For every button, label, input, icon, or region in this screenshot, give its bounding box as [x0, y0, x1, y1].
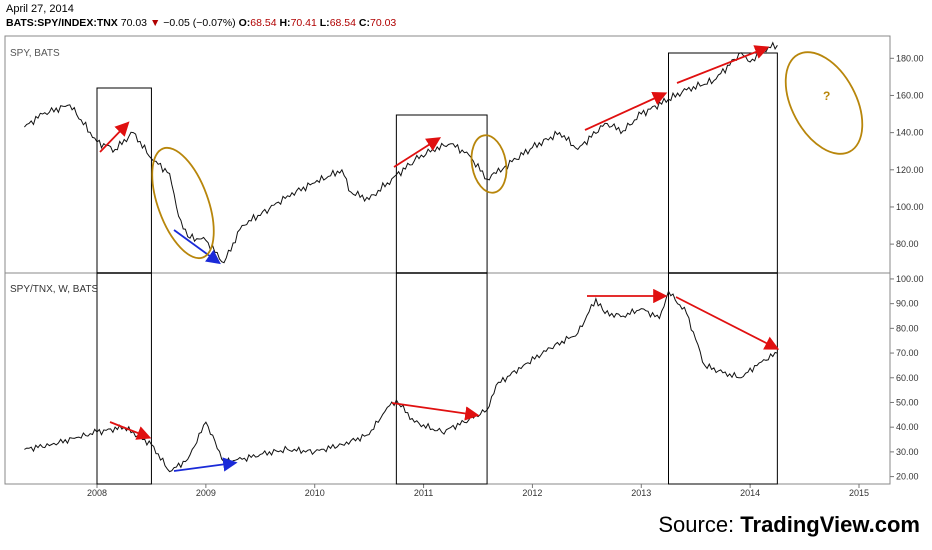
highlight-box — [668, 52, 778, 485]
chart-date: April 27, 2014 — [6, 3, 74, 15]
x-tick-label: 2012 — [522, 488, 542, 498]
source-credit: Source: TradingView.com — [658, 512, 920, 538]
price-change: −0.05 (−0.07%) — [163, 17, 236, 29]
last-price: 70.03 — [120, 17, 148, 29]
y-tick-label: 140.00 — [896, 128, 924, 138]
highlight-ellipse — [151, 146, 215, 260]
y-tick-label: 80.00 — [896, 323, 919, 333]
chart-frame — [4, 35, 891, 485]
trend-arrow — [99, 121, 130, 153]
axis-ticks: 80.00 100.00 120.00 140.00 160.00 180.00 20.00… — [87, 53, 924, 498]
symbol: BATS:SPY/INDEX:TNX — [6, 17, 118, 29]
y-tick-label: 70.00 — [896, 348, 919, 358]
high-label: H: — [279, 17, 291, 29]
quote-line: BATS:SPY/INDEX:TNX 70.03 ▼ −0.05 (−0.07%… — [6, 17, 396, 29]
trend-arrow — [676, 45, 770, 84]
question-mark: ? — [823, 89, 830, 103]
trend-arrow — [584, 91, 668, 131]
x-tick-label: 2008 — [87, 488, 107, 498]
trend-arrow — [109, 421, 152, 440]
trend-arrow — [393, 137, 442, 168]
highlight-boxes — [96, 52, 778, 485]
y-tick-label: 120.00 — [896, 165, 924, 175]
annotations — [99, 45, 864, 472]
x-tick-label: 2015 — [849, 488, 869, 498]
y-tick-label: 50.00 — [896, 397, 919, 407]
y-tick-label: 40.00 — [896, 422, 919, 432]
highlight-ellipse — [784, 51, 864, 155]
spy-price-line — [24, 41, 778, 264]
spy-tnx-ratio-line — [24, 290, 778, 473]
y-tick-label: 90.00 — [896, 299, 919, 309]
y-tick-label: 160.00 — [896, 90, 924, 100]
source-prefix: Source: — [658, 512, 741, 537]
pane-label-spy: SPY, BATS — [10, 48, 60, 59]
trend-arrow — [675, 296, 780, 350]
high-value: 70.41 — [290, 17, 317, 29]
open-label: O: — [238, 17, 251, 29]
low-label: L: — [319, 17, 330, 29]
highlight-box — [395, 114, 488, 485]
highlight-box — [96, 87, 152, 485]
open-value: 68.54 — [250, 17, 277, 29]
plot-border — [4, 35, 891, 485]
y-tick-label: 80.00 — [896, 239, 919, 249]
close-value: 70.03 — [369, 17, 397, 29]
y-tick-label: 100.00 — [896, 274, 924, 284]
pane-label-ratio: SPY/TNX, W, BATS — [10, 284, 98, 295]
y-tick-label: 100.00 — [896, 202, 924, 212]
y-tick-label: 60.00 — [896, 373, 919, 383]
y-tick-label: 180.00 — [896, 53, 924, 63]
low-value: 68.54 — [329, 17, 356, 29]
x-tick-label: 2013 — [631, 488, 651, 498]
x-tick-label: 2014 — [740, 488, 760, 498]
trend-arrow — [391, 402, 480, 421]
y-tick-label: 20.00 — [896, 472, 919, 482]
x-tick-label: 2009 — [196, 488, 216, 498]
source-name: TradingView.com — [740, 512, 920, 537]
trend-arrow — [173, 457, 238, 472]
close-label: C: — [358, 17, 370, 29]
y-tick-label: 30.00 — [896, 447, 919, 457]
x-tick-label: 2011 — [414, 488, 433, 498]
down-arrow-icon: ▼ — [149, 17, 161, 29]
highlight-ellipse — [470, 134, 508, 194]
x-tick-label: 2010 — [305, 488, 325, 498]
trend-arrow — [173, 229, 221, 265]
